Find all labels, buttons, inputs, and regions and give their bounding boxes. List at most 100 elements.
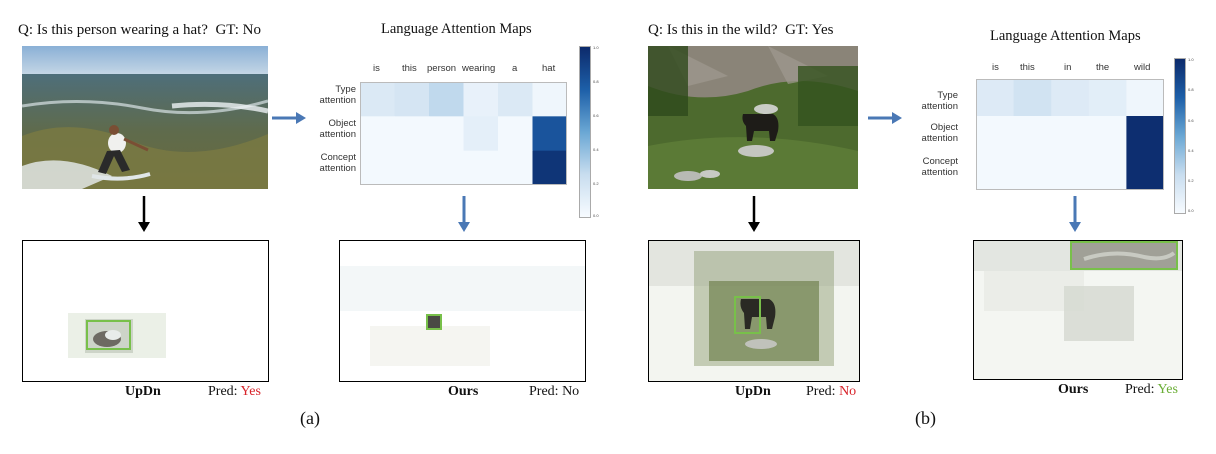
word-label: this (402, 63, 417, 74)
pred-label: Pred: (208, 384, 238, 399)
colorbar-a: 1.0 0.8 0.6 0.4 0.2 0.0 (579, 45, 607, 218)
result-image-ours-b (973, 240, 1183, 380)
heatmap-cell (976, 79, 1015, 117)
heatmap-border (976, 79, 1164, 190)
colorbar-tick: 0.8 (1188, 87, 1194, 92)
word-labels-b: is this in the wild (976, 62, 1164, 74)
pred-value-wrong: Yes (240, 384, 261, 399)
colorbar-tick: 0.2 (1188, 178, 1194, 183)
word-label: is (992, 62, 999, 73)
model-name-updn-a: UpDn (125, 384, 161, 399)
heatmap-cell (1088, 79, 1127, 117)
arrow-down-b-left (748, 196, 760, 232)
heatmap-cell (394, 82, 430, 117)
question-a: Q: Is this person wearing a hat? GT: No (18, 22, 261, 39)
result-image-updn-a (22, 240, 269, 382)
heatmap-cell (429, 116, 464, 152)
heatmap-cell (1051, 79, 1090, 117)
row-label: Object attention (319, 118, 356, 140)
heatmap-cell (1088, 153, 1127, 190)
word-label: this (1020, 62, 1035, 73)
heatmap-title-a: Language Attention Maps (381, 21, 532, 37)
colorbar-gradient (579, 46, 591, 218)
pred-label: Pred: (1125, 382, 1155, 397)
heatmap-border (360, 82, 567, 185)
heatmap-cell (532, 150, 567, 185)
prediction-ours-b: Pred: Yes (1125, 382, 1178, 398)
prediction-ours-a: Pred: No (529, 384, 579, 400)
pred-label: Pred: (529, 384, 559, 399)
row-label: Type attention (921, 90, 958, 112)
heatmap-cell (498, 82, 533, 117)
heatmap-cell (1051, 153, 1090, 190)
pred-value-wrong: No (839, 384, 857, 399)
pred-value: No (562, 384, 580, 399)
word-label: wild (1134, 62, 1151, 73)
heatmap-cell (498, 150, 533, 185)
heatmap-cell (1013, 79, 1052, 117)
heatmap-title-b: Language Attention Maps (990, 28, 1141, 44)
result-image-ours-a (339, 240, 586, 382)
heatmap-cell (1013, 116, 1052, 154)
row-label: Concept attention (319, 152, 356, 174)
heatmap-cell (1126, 116, 1164, 154)
heatmap-cell (1126, 79, 1164, 117)
colorbar-tick: 0.8 (593, 79, 599, 84)
heatmap-cell (360, 150, 395, 185)
heatmap-cell (532, 82, 567, 117)
question-b: Q: Is this in the wild? GT: Yes (648, 22, 834, 39)
heatmap-cell (360, 82, 395, 117)
colorbar-tick: 0.2 (593, 181, 599, 186)
arrow-right-a (272, 112, 306, 124)
heatmap-cell (463, 82, 499, 117)
prediction-updn-b: Pred: No (806, 384, 856, 400)
subfigure-label-a: (a) (300, 408, 320, 428)
heatmap-cell (1051, 116, 1090, 154)
heatmap-cell (463, 116, 499, 152)
heatmap-cell (1126, 153, 1164, 190)
heatmap-cell (498, 116, 533, 152)
input-image-a (22, 46, 268, 189)
word-label: the (1096, 62, 1110, 73)
row-label: Type attention (319, 84, 356, 106)
colorbar-gradient (1174, 58, 1186, 214)
arrow-down-a-right (458, 196, 470, 232)
colorbar-tick: 0.4 (1188, 148, 1194, 153)
input-image-b (648, 46, 858, 189)
heatmap-cell (532, 116, 567, 152)
colorbar-tick: 1.0 (593, 45, 599, 50)
attention-heatmap-b (976, 79, 1164, 190)
heatmap-cell (429, 82, 464, 117)
arrow-down-b-right (1069, 196, 1081, 232)
question-text-a: Q: Is this person wearing a hat? (18, 22, 208, 38)
colorbar-b: 1.0 0.8 0.6 0.4 0.2 0.0 (1174, 57, 1204, 214)
heatmap-cell (976, 116, 1015, 154)
heatmap-cell (463, 150, 499, 185)
colorbar-tick: 1.0 (1188, 57, 1194, 62)
heatmap-cell (394, 150, 430, 185)
word-label: hat (542, 63, 556, 74)
pred-value-right: Yes (1157, 382, 1178, 397)
ground-truth-a: GT: No (215, 22, 261, 38)
model-name-ours-a: Ours (448, 384, 479, 399)
question-text-b: Q: Is this in the wild? (648, 22, 778, 38)
heatmap-cell (429, 150, 464, 185)
model-name-updn-b: UpDn (735, 384, 771, 399)
row-label: Concept attention (921, 156, 958, 178)
word-labels-a: is this person wearing a hat (360, 63, 567, 75)
attention-heatmap-a (360, 82, 567, 185)
arrow-down-a-left (138, 196, 150, 232)
ground-truth-b: GT: Yes (785, 22, 834, 38)
colorbar-tick: 0.0 (593, 213, 599, 218)
colorbar-tick: 0.4 (593, 147, 599, 152)
word-label: in (1064, 62, 1072, 73)
row-label: Object attention (921, 122, 958, 144)
word-label: person (427, 63, 457, 74)
word-label: wearing (462, 63, 496, 74)
model-name-ours-b: Ours (1058, 382, 1089, 397)
word-label: is (373, 63, 380, 74)
heatmap-cell (360, 116, 395, 152)
pred-label: Pred: (806, 384, 836, 399)
word-label: a (512, 63, 518, 74)
colorbar-tick: 0.6 (593, 113, 599, 118)
